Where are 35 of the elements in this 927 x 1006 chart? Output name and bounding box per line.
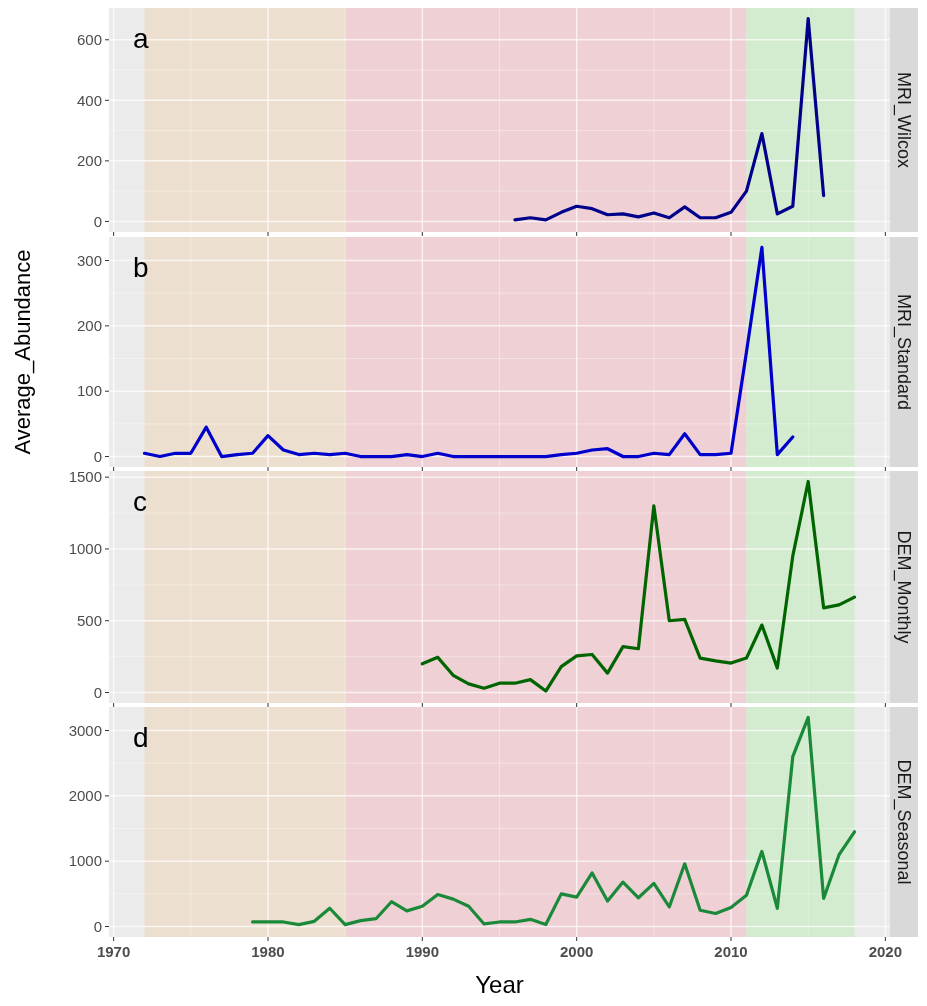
- y-tick-label: 200: [76, 152, 102, 170]
- y-tick-label: 0: [93, 917, 102, 935]
- text: DEM_Monthly: [892, 530, 914, 644]
- y-tick-label: 300: [76, 251, 102, 269]
- y-axis-title: Average_Abundance: [10, 249, 35, 455]
- y-tick-label: 1500: [68, 468, 102, 486]
- annotation: d: [133, 722, 149, 753]
- text: DEM_Seasonal: [892, 759, 914, 885]
- y-tick-label: 400: [76, 91, 102, 109]
- x-tick-label: 2000: [559, 943, 594, 960]
- y-tick-label: 0: [93, 212, 102, 230]
- x-tick-label: 1970: [96, 943, 131, 960]
- x-tick-label: 1980: [251, 943, 285, 960]
- line-series: [513, 17, 826, 222]
- y-tick-label: 1000: [68, 540, 102, 558]
- y-tick-label: 200: [76, 317, 102, 335]
- y-tick-label: 0: [93, 683, 102, 701]
- text: MRI_Wilcox: [892, 71, 914, 169]
- x-tick-label: 2020: [868, 943, 903, 960]
- y-tick-label: 100: [76, 382, 102, 400]
- annotation: b: [133, 252, 149, 283]
- annotation: a: [133, 23, 149, 54]
- text: MRI_Standard: [892, 293, 914, 411]
- y-tick-label: 1000: [68, 852, 102, 870]
- y-tick-label: 3000: [68, 721, 102, 739]
- y-tick-label: 500: [76, 611, 102, 629]
- x-tick-label: 2010: [714, 943, 748, 960]
- y-tick-label: 600: [76, 31, 102, 49]
- x-tick-label: 1990: [405, 943, 440, 960]
- line-series: [250, 715, 857, 927]
- y-tick-label: 2000: [68, 787, 102, 805]
- annotation: c: [133, 486, 147, 517]
- x-axis-title: Year: [475, 971, 524, 998]
- y-tick-label: 0: [93, 447, 102, 465]
- line-series: [420, 479, 857, 693]
